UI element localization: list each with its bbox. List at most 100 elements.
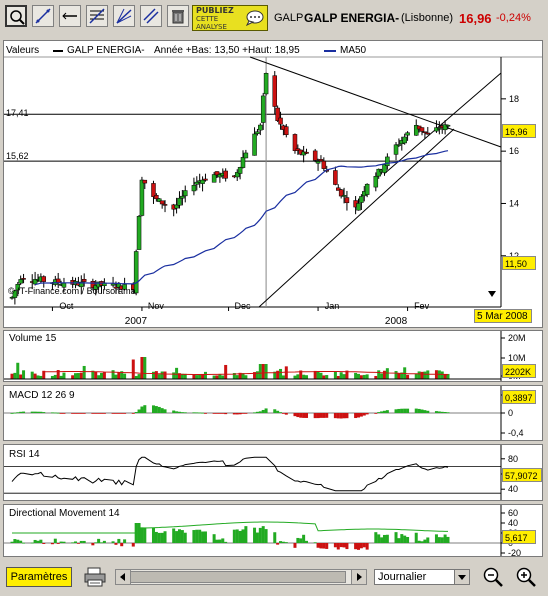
ticker-code: GALP <box>274 12 304 24</box>
dm-histogram-bar <box>212 534 216 543</box>
macd-histogram-bar <box>19 411 23 413</box>
candle-body <box>263 73 269 95</box>
volume-bar <box>137 374 141 379</box>
scroll-right-button[interactable] <box>351 570 366 584</box>
macd-histogram-bar <box>62 413 66 414</box>
period-select-arrow[interactable] <box>454 570 469 584</box>
zoom-in-button[interactable] <box>515 566 537 588</box>
volume-bar <box>394 371 398 379</box>
horizontal-line-tool-button[interactable] <box>59 5 81 27</box>
volume-panel[interactable]: Volume 15 20M10M0M 2202K <box>3 330 543 382</box>
macd-histogram-bar <box>180 412 184 413</box>
volume-bar <box>53 374 57 379</box>
dm-panel[interactable]: Directional Movement 14 6040200-20 5,617 <box>3 504 543 557</box>
macd-histogram-bar <box>212 413 216 414</box>
zoom-tool-button[interactable] <box>5 5 27 27</box>
period-select[interactable]: Journalier <box>374 569 470 585</box>
macd-histogram-bar <box>232 413 236 415</box>
low-price-marker: 11,50 <box>502 256 536 270</box>
rsi-panel[interactable]: RSI 14 806040 57,9072 <box>3 444 543 501</box>
macd-histogram-bar <box>192 412 196 414</box>
ma50-line <box>34 150 449 286</box>
dm-histogram-bar <box>281 541 285 543</box>
volume-bar <box>140 357 144 379</box>
price-chart-panel[interactable]: Valeurs GALP ENERGIA- Année +Bas: 13,50 … <box>3 40 543 328</box>
macd-histogram-bar <box>284 413 288 415</box>
dm-histogram-bar <box>354 543 358 550</box>
publish-analysis-button[interactable]: PUBLIEZ CETTE ANALYSE <box>192 5 268 31</box>
macd-histogram-bar <box>117 413 121 414</box>
horizontal-scrollbar[interactable] <box>115 569 367 585</box>
fibonacci-icon <box>89 8 105 24</box>
macd-histogram-bar <box>354 413 358 419</box>
candle-body <box>154 195 159 200</box>
zoom-out-button[interactable] <box>482 566 504 588</box>
rsi-line <box>11 456 449 492</box>
candle-body <box>15 283 21 291</box>
dm-histogram-bar <box>56 543 60 544</box>
scroll-thumb[interactable] <box>130 571 346 583</box>
print-button[interactable] <box>84 567 106 587</box>
speech-bubble-icon <box>246 10 264 26</box>
macd-histogram-bar <box>365 413 369 415</box>
macd-histogram-bar <box>22 411 26 413</box>
candle-body <box>113 286 119 289</box>
dm-histogram-bar <box>62 541 66 543</box>
volume-bar <box>414 373 418 379</box>
volume-bar <box>160 371 164 379</box>
volume-bar <box>192 374 196 379</box>
volume-bar <box>56 370 60 379</box>
rsi-title: RSI 14 <box>9 449 40 460</box>
fibonacci-tool-button[interactable] <box>86 5 108 27</box>
scroll-left-button[interactable] <box>116 570 131 584</box>
candle-body <box>275 107 280 121</box>
macd-histogram-bar <box>333 413 337 419</box>
candle-body <box>41 276 47 282</box>
dm-histogram-bar <box>79 540 83 543</box>
macd-histogram-bar <box>342 413 346 419</box>
volume-bar <box>117 371 121 379</box>
candle-body <box>445 124 451 127</box>
candle-body <box>122 284 127 290</box>
dm-histogram-bar <box>111 541 115 543</box>
dm-histogram-bar <box>123 539 127 543</box>
macd-histogram-bar <box>39 411 43 413</box>
zoom-icon <box>10 10 25 25</box>
macd-histogram-bar <box>111 413 115 414</box>
dm-histogram-bar <box>154 531 158 543</box>
volume-bar <box>62 372 66 379</box>
trendline-tool-button[interactable] <box>32 5 54 27</box>
dm-histogram-bar <box>10 541 14 543</box>
volume-bar <box>319 372 323 379</box>
fan-tool-button[interactable] <box>113 5 135 27</box>
volume-bar <box>325 375 329 379</box>
volume-bar <box>201 373 205 379</box>
parametres-button[interactable]: Paramètres <box>6 567 72 587</box>
macd-histogram-bar <box>215 413 219 414</box>
candle-body <box>12 290 18 298</box>
candle-body <box>211 174 217 183</box>
macd-histogram-bar <box>195 412 199 414</box>
delete-drawing-button[interactable] <box>167 5 189 27</box>
dm-histogram-bar <box>160 532 164 543</box>
dm-histogram-bar <box>296 537 300 543</box>
volume-bar <box>382 370 386 379</box>
macd-histogram-bar <box>299 413 303 418</box>
publish-label: PUBLIEZ CETTE ANALYSE <box>196 6 234 32</box>
dm-histogram-bar <box>325 543 329 549</box>
macd-histogram-bar <box>97 413 101 414</box>
volume-bar <box>406 374 410 379</box>
volume-bar <box>10 373 14 379</box>
macd-histogram-bar <box>258 411 262 413</box>
legend-swatch-ma50 <box>324 50 336 52</box>
volume-bar <box>203 371 207 379</box>
channel-tool-button[interactable] <box>140 5 162 27</box>
dm-histogram-bar <box>59 541 63 543</box>
macd-histogram-bar <box>175 411 179 413</box>
volume-bar <box>120 371 124 379</box>
macd-panel[interactable]: MACD 12 26 9 0,40-0,4 0,3897 <box>3 385 543 441</box>
dm-histogram-bar <box>19 540 23 543</box>
candle-body <box>252 133 257 156</box>
dm-histogram-bar <box>437 537 441 543</box>
volume-bar <box>302 374 306 379</box>
